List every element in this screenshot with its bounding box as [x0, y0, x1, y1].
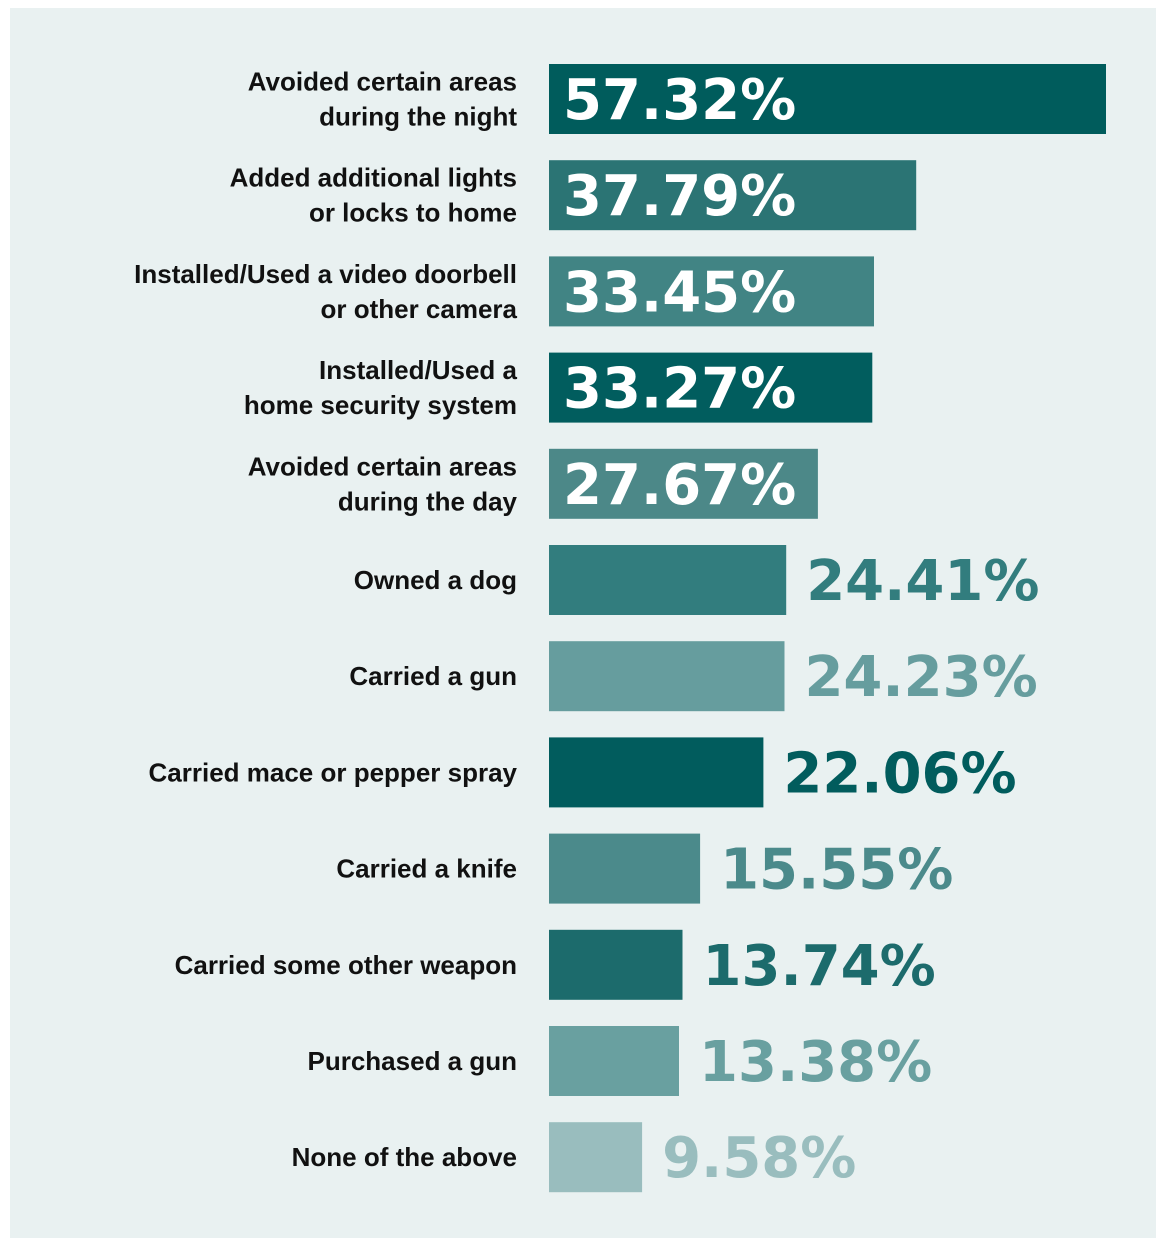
bar-7: [549, 641, 785, 712]
bar-9: [549, 833, 701, 904]
category-label-line: or locks to home: [309, 198, 517, 228]
bar-12: [549, 1122, 643, 1193]
value-label: 15.55%: [720, 838, 953, 903]
category-label-line: Owned a dog: [354, 565, 517, 595]
category-label: Installed/Used a video doorbell or other …: [134, 259, 517, 324]
value-label: 33.45%: [563, 260, 796, 325]
value-label: 9.58%: [662, 1126, 856, 1191]
category-label-line: Carried a gun: [349, 661, 517, 691]
category-label-line: during the day: [338, 486, 518, 516]
value-label: 13.74%: [703, 934, 936, 999]
bars-group: Avoided certain areas during the night 57.…: [134, 64, 1106, 1193]
category-label-line: Carried some other weapon: [175, 950, 517, 980]
category-label: Added additional lights or locks to home: [230, 163, 517, 228]
category-label-line: Avoided certain areas: [248, 451, 517, 481]
category-label: Carried a gun: [349, 661, 517, 691]
value-label: 37.79%: [563, 164, 796, 229]
category-label: Avoided certain areas during the day: [248, 451, 518, 516]
bar-11: [549, 1026, 679, 1096]
category-label-line: Installed/Used a: [319, 355, 517, 385]
value-label: 24.41%: [806, 549, 1039, 614]
chart-panel: Avoided certain areas during the night 57.…: [10, 8, 1156, 1238]
category-label-line: Added additional lights: [230, 163, 517, 193]
bar-4: [549, 352, 873, 423]
category-label-line: Carried a knife: [336, 854, 517, 884]
bar-2: [549, 160, 917, 231]
category-label-line: None of the above: [292, 1142, 517, 1172]
category-label-line: or other camera: [320, 294, 517, 324]
bar-3: [549, 256, 874, 327]
category-label: Installed/Used a home security system: [244, 355, 518, 420]
category-label: Carried some other weapon: [175, 950, 517, 980]
category-label: None of the above: [292, 1142, 517, 1172]
category-label-line: during the night: [319, 102, 517, 132]
bar-1: [549, 64, 1106, 134]
value-label: 57.32%: [563, 68, 796, 133]
bar-chart: Avoided certain areas during the night 57.…: [10, 8, 1156, 1238]
value-label: 33.27%: [563, 357, 796, 422]
bar-6: [549, 545, 787, 615]
category-label-line: Avoided certain areas: [248, 67, 517, 97]
value-label: 22.06%: [783, 741, 1016, 806]
category-label-line: Installed/Used a video doorbell: [134, 259, 517, 289]
bar-5: [549, 448, 818, 519]
category-label: Carried mace or pepper spray: [149, 757, 518, 787]
category-label: Owned a dog: [354, 565, 517, 595]
category-label-line: home security system: [244, 390, 517, 420]
category-label-line: Carried mace or pepper spray: [149, 757, 518, 787]
category-label: Carried a knife: [336, 854, 517, 884]
bar-10: [549, 929, 683, 1000]
value-label: 13.38%: [699, 1030, 932, 1095]
bar-8: [549, 737, 764, 808]
value-label: 24.23%: [804, 645, 1037, 710]
category-label: Purchased a gun: [308, 1046, 518, 1076]
category-label-line: Purchased a gun: [308, 1046, 518, 1076]
category-label: Avoided certain areas during the night: [248, 67, 518, 132]
value-label: 27.67%: [563, 453, 796, 518]
